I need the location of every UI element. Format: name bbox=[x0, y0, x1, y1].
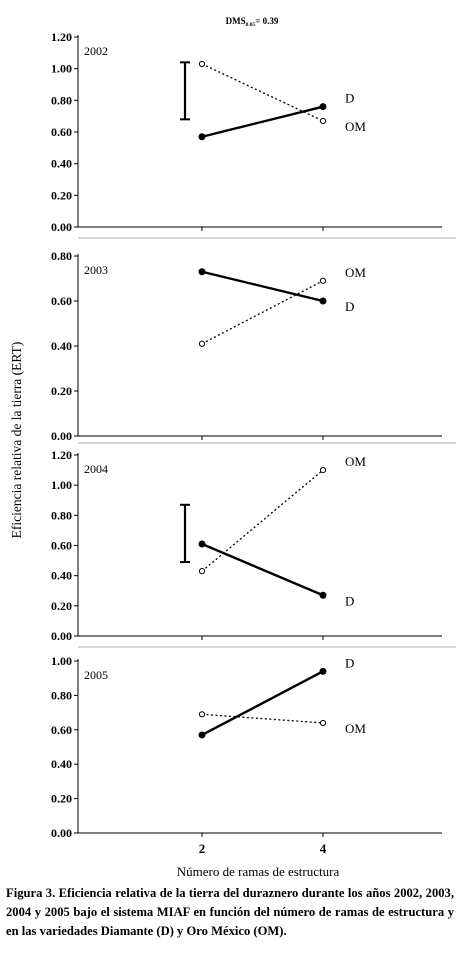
data-point-om-x2 bbox=[198, 340, 206, 347]
y-tick-label: 0.40 bbox=[51, 757, 72, 771]
series-line-d bbox=[201, 270, 324, 303]
dms-subscript: 0.05 bbox=[246, 22, 256, 28]
series-line-d bbox=[201, 670, 324, 737]
series-label-om: OM bbox=[345, 454, 366, 469]
series-line-om bbox=[201, 469, 324, 572]
series-label-om: OM bbox=[345, 265, 366, 280]
data-point-d-x2 bbox=[198, 731, 206, 739]
data-point-om-x2 bbox=[198, 60, 206, 68]
series-label-om: OM bbox=[345, 119, 366, 134]
data-point-om-x4 bbox=[319, 277, 327, 284]
y-tick-label: 0.00 bbox=[51, 429, 72, 443]
y-tick-label: 0.80 bbox=[51, 249, 72, 263]
panel-2005: 0.00 0.20 0.40 0.60 0.80 1.00 2005 D OM bbox=[51, 654, 442, 840]
series-label-d: D bbox=[345, 593, 354, 608]
panel-year-label: 2002 bbox=[84, 44, 108, 58]
x-axis-label: Número de ramas de estructura bbox=[177, 864, 340, 879]
data-point-d-x4 bbox=[319, 667, 327, 675]
y-tick-label: 0.60 bbox=[51, 294, 72, 308]
y-tick-label: 0.40 bbox=[51, 569, 72, 583]
ert-figure: DMS0.05= 0.39 Eficiencia relativa de la … bbox=[9, 16, 456, 879]
series-label-d: D bbox=[345, 91, 354, 106]
series-line-d bbox=[201, 105, 324, 138]
panel-year-label: 2005 bbox=[84, 668, 108, 682]
y-tick-label: 1.00 bbox=[51, 654, 72, 668]
y-tick-label: 0.60 bbox=[51, 125, 72, 139]
series-label-om: OM bbox=[345, 721, 366, 736]
data-point-om-x4 bbox=[319, 719, 327, 727]
y-tick-label: 0.20 bbox=[51, 188, 72, 202]
panel-year-label: 2004 bbox=[84, 462, 108, 476]
data-point-d-x4 bbox=[319, 103, 327, 111]
y-tick-label: 0.60 bbox=[51, 723, 72, 737]
data-point-d-x2 bbox=[198, 133, 206, 141]
chart-panels: 0.000.200.400.600.801.001.202002DOM0.000… bbox=[51, 30, 456, 856]
figure-caption: Figura 3. Eficiencia relativa de la tier… bbox=[6, 886, 454, 938]
data-point-d-x2 bbox=[198, 268, 206, 276]
y-tick-label: 0.80 bbox=[51, 508, 72, 522]
panel-2003: 0.00 0.20 0.40 0.60 0.80 2003 D OM bbox=[51, 249, 442, 443]
data-point-d-x4 bbox=[319, 591, 327, 599]
y-tick-label: 0.20 bbox=[51, 384, 72, 398]
data-point-om-x2 bbox=[198, 568, 206, 575]
dms-value: = 0.39 bbox=[255, 16, 279, 26]
series-line-d bbox=[201, 542, 324, 597]
series-label-d: D bbox=[345, 299, 354, 314]
y-tick-label: 0.60 bbox=[51, 539, 72, 553]
series-label-d: D bbox=[345, 655, 354, 670]
y-tick-label: 1.20 bbox=[51, 448, 72, 462]
series-line-om bbox=[201, 280, 324, 345]
dms-label: DMS0.05= 0.39 bbox=[226, 16, 279, 28]
y-tick-label: 0.00 bbox=[51, 220, 72, 234]
data-point-d-x2 bbox=[198, 540, 206, 548]
y-tick-label: 1.00 bbox=[51, 478, 72, 492]
y-tick-label: 0.00 bbox=[51, 826, 72, 840]
data-point-d-x4 bbox=[319, 297, 327, 305]
y-tick-label: 0.20 bbox=[51, 599, 72, 613]
y-tick-label: 0.40 bbox=[51, 157, 72, 171]
panel-2002: 0.00 0.20 0.40 0.60 0.80 1.00 1.20 2002 D OM bbox=[51, 30, 442, 234]
x-tick-label: 4 bbox=[320, 841, 327, 856]
panel-year-label: 2003 bbox=[84, 263, 108, 277]
y-tick-label: 0.40 bbox=[51, 339, 72, 353]
y-tick-label: 0.20 bbox=[51, 792, 72, 806]
series-line-om bbox=[201, 713, 324, 724]
panel-2004: 0.00 0.20 0.40 0.60 0.80 1.00 1.20 2004 D OM bbox=[51, 448, 442, 643]
y-tick-label: 0.00 bbox=[51, 629, 72, 643]
x-tick-label: 2 bbox=[199, 841, 206, 856]
y-tick-label: 0.80 bbox=[51, 93, 72, 107]
series-line-om bbox=[201, 63, 324, 122]
y-tick-label: 1.00 bbox=[51, 62, 72, 76]
data-point-om-x4 bbox=[319, 466, 327, 474]
y-tick-label: 1.20 bbox=[51, 30, 72, 44]
y-tick-label: 0.80 bbox=[51, 688, 72, 702]
y-axis-label: Eficiencia relativa de la tierra (ERT) bbox=[9, 342, 24, 539]
data-point-om-x4 bbox=[319, 117, 327, 125]
data-point-om-x2 bbox=[198, 711, 206, 718]
